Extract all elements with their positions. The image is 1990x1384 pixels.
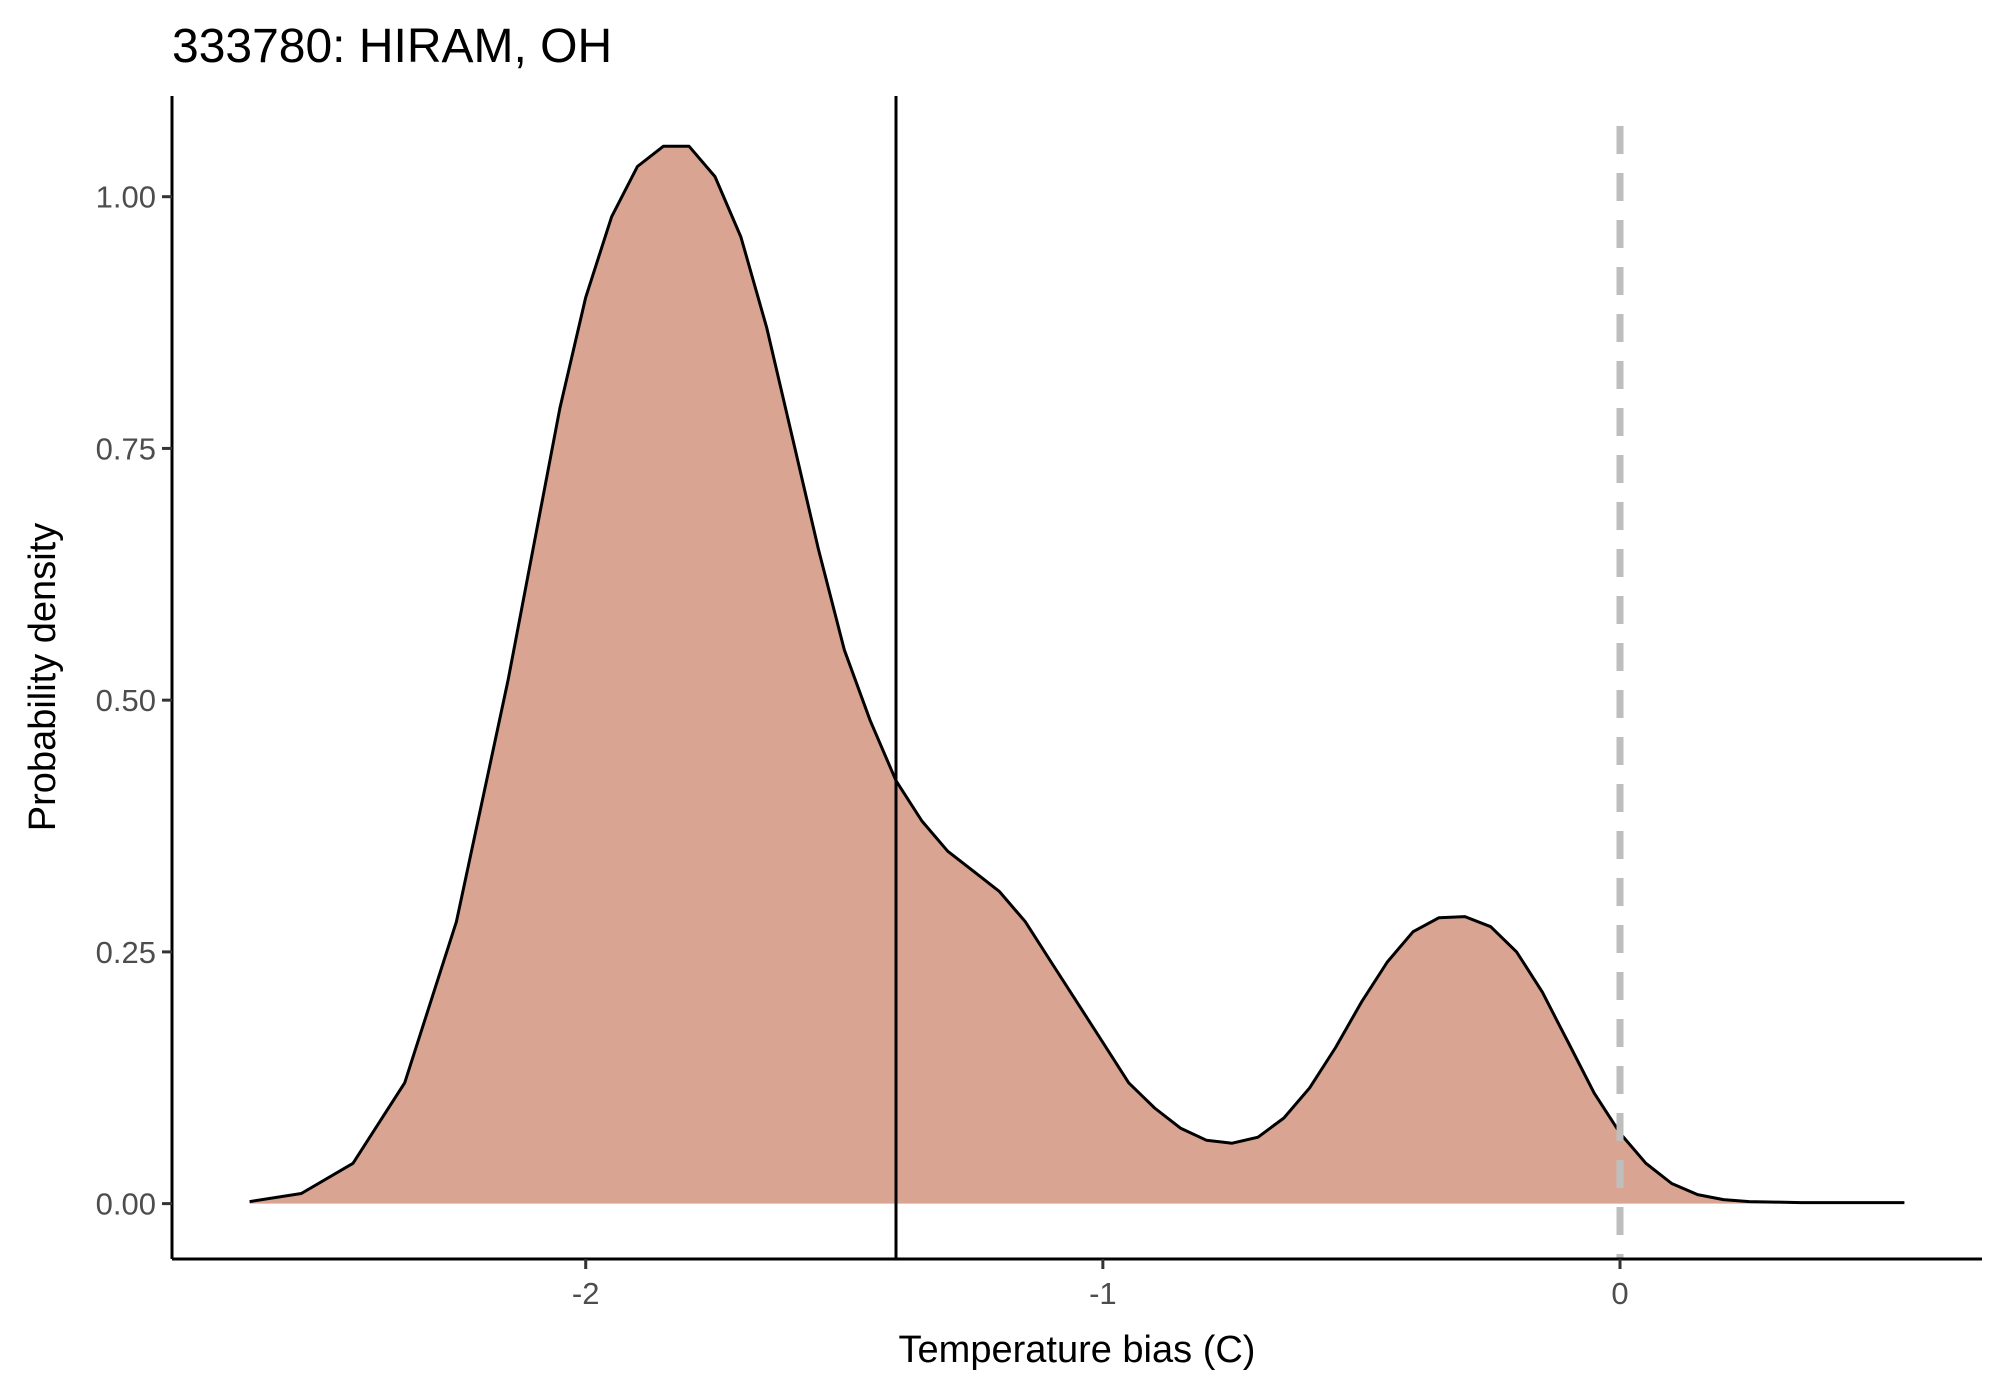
- density-area-fill: [249, 146, 1905, 1204]
- x-axis-ticks: -2 -1 0: [572, 1259, 1629, 1311]
- chart-title: 333780: HIRAM, OH: [172, 20, 612, 73]
- x-tick-label: -1: [1089, 1276, 1117, 1311]
- x-axis-title: Temperature bias (C): [899, 1329, 1256, 1371]
- y-axis-title: Probability density: [22, 523, 64, 831]
- y-tick-label: 0.25: [96, 935, 156, 970]
- y-axis-ticks: 0.00 0.25 0.50 0.75 1.00: [96, 180, 172, 1222]
- x-tick-label: 0: [1611, 1276, 1628, 1311]
- density-curve-line: [249, 144, 1905, 1205]
- plot-area: [249, 96, 1905, 1259]
- x-tick-label: -2: [572, 1276, 600, 1311]
- y-tick-label: 0.00: [96, 1187, 156, 1222]
- y-tick-label: 1.00: [96, 180, 156, 215]
- y-tick-label: 0.75: [96, 431, 156, 466]
- y-tick-label: 0.50: [96, 683, 156, 718]
